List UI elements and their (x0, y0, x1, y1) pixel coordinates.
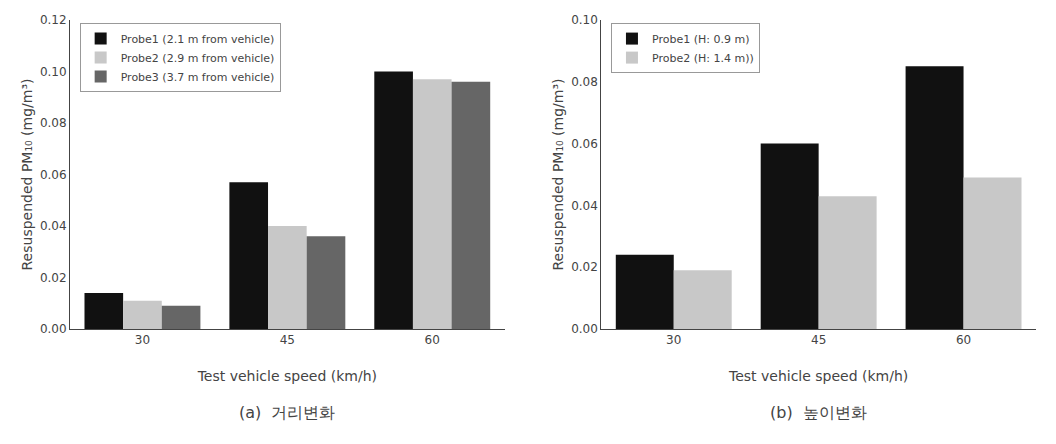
svg-text:0.10: 0.10 (40, 65, 67, 79)
svg-text:0.04: 0.04 (571, 199, 598, 213)
svg-text:60: 60 (425, 333, 440, 347)
svg-text:30: 30 (666, 333, 681, 347)
svg-text:0.02: 0.02 (40, 271, 67, 285)
svg-text:Probe1 (2.1 m from vehicle): Probe1 (2.1 m from vehicle) (121, 33, 275, 46)
svg-text:Probe2 (2.9 m from vehicle): Probe2 (2.9 m from vehicle) (121, 52, 275, 65)
svg-text:30: 30 (135, 333, 150, 347)
svg-text:0.06: 0.06 (571, 137, 598, 151)
svg-text:Resuspended PM₁₀ (mg/m³): Resuspended PM₁₀ (mg/m³) (550, 79, 566, 271)
svg-text:(a) 거리변화: (a) 거리변화 (239, 403, 335, 422)
svg-text:Probe1 (H: 0.9 m): Probe1 (H: 0.9 m) (652, 33, 749, 46)
svg-text:0.08: 0.08 (40, 116, 67, 130)
svg-text:Resuspended PM₁₀ (mg/m³): Resuspended PM₁₀ (mg/m³) (19, 79, 35, 271)
svg-text:45: 45 (280, 333, 295, 347)
svg-text:Probe2 (H: 1.4 m)): Probe2 (H: 1.4 m)) (652, 52, 754, 65)
svg-text:0.02: 0.02 (571, 260, 598, 274)
svg-text:Test vehicle speed (km/h): Test vehicle speed (km/h) (197, 368, 377, 384)
svg-text:0.10: 0.10 (571, 13, 598, 27)
svg-text:0.12: 0.12 (40, 13, 67, 27)
svg-text:0.00: 0.00 (40, 322, 67, 336)
svg-text:60: 60 (956, 333, 971, 347)
svg-text:Test vehicle speed (km/h): Test vehicle speed (km/h) (728, 368, 908, 384)
svg-text:0.08: 0.08 (571, 75, 598, 89)
svg-text:0.04: 0.04 (40, 219, 67, 233)
svg-text:0.06: 0.06 (40, 168, 67, 182)
svg-text:0.00: 0.00 (571, 322, 598, 336)
svg-text:(b) 높이변화: (b) 높이변화 (770, 403, 867, 422)
svg-text:Probe3 (3.7 m from vehicle): Probe3 (3.7 m from vehicle) (121, 71, 275, 84)
svg-text:45: 45 (811, 333, 826, 347)
